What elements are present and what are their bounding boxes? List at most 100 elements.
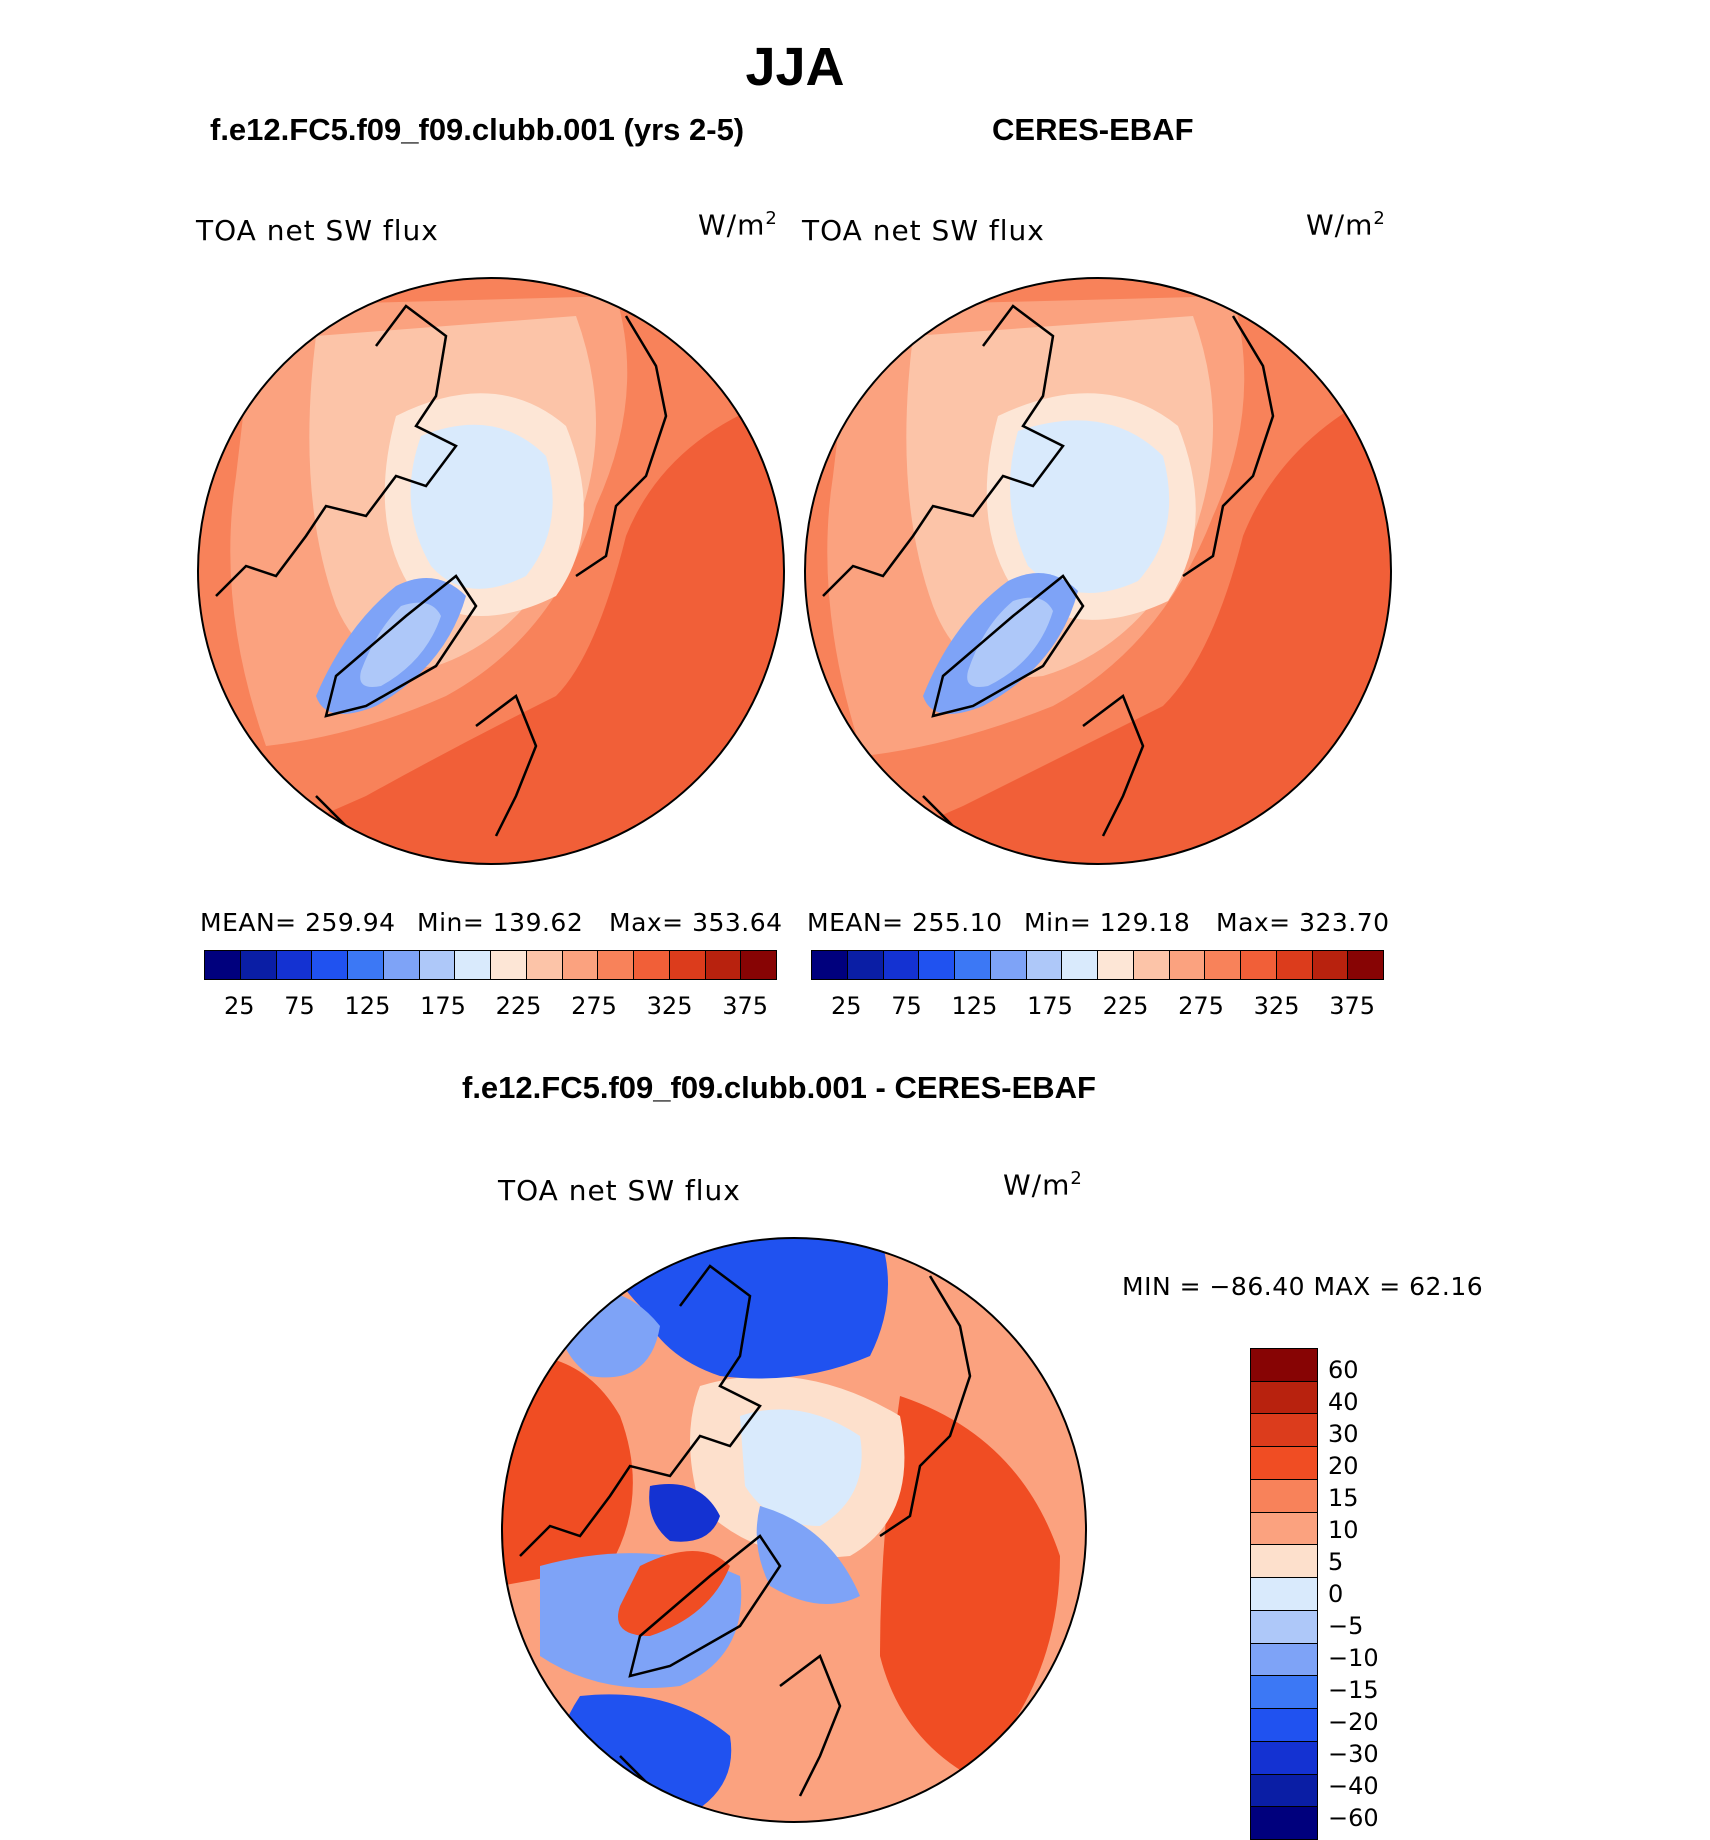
diff-colorbar-tick-label: −40 — [1328, 1772, 1379, 1800]
panel-1-colorbar-swatch — [455, 951, 491, 979]
panel-2-colorbar-tick-label: 175 — [1027, 992, 1073, 1020]
panel-2-variable: TOA net SW flux — [802, 214, 1045, 247]
panel-2-mean: MEAN= 255.10 — [807, 908, 1003, 937]
diff-colorbar-swatch — [1251, 1512, 1317, 1546]
panel-1-colorbar-swatch — [669, 951, 706, 979]
panel-2-colorbar-swatch — [847, 951, 884, 979]
panel-2-colorbar-swatch — [955, 951, 991, 979]
panel-1-colorbar-swatch — [705, 951, 742, 979]
panel-2-colorbar-swatch — [1312, 951, 1349, 979]
diff-colorbar-tick-label: 0 — [1328, 1580, 1344, 1608]
panel-1-colorbar-swatch — [383, 951, 420, 979]
panel-2-colorbar-tick-label: 25 — [831, 992, 862, 1020]
diff-polar-map — [501, 1237, 1087, 1823]
panel-1-colorbar-ticks: 25 75 125 175 225 275 325 375 — [224, 992, 768, 1020]
panel-1-colorbar-swatch — [741, 951, 776, 979]
panel-1-colorbar-swatch — [491, 951, 527, 979]
diff-colorbar-tick-label: −10 — [1328, 1644, 1379, 1672]
diff-units: W/m2 — [1003, 1168, 1083, 1202]
diff-colorbar-tick-label: 30 — [1328, 1420, 1359, 1448]
panel-2-colorbar-swatch — [883, 951, 920, 979]
diff-colorbar-swatch — [1251, 1381, 1317, 1415]
panel-2-colorbar-swatch — [1241, 951, 1277, 979]
panel-2-min: Min= 129.18 — [1024, 908, 1191, 937]
panel-2-colorbar-tick-label: 125 — [951, 992, 998, 1020]
panel-2-colorbar-tick-label: 75 — [891, 992, 922, 1020]
panel-1-polar-map — [197, 277, 785, 865]
panel-2-colorbar-swatch — [812, 951, 848, 979]
diff-colorbar-tick-label: −20 — [1328, 1708, 1379, 1736]
diff-colorbar-swatch — [1251, 1578, 1317, 1611]
panel-1-colorbar-swatch — [240, 951, 277, 979]
diff-colorbar-tick-label: 40 — [1328, 1388, 1359, 1416]
figure-title: JJA — [745, 37, 845, 97]
diff-colorbar-tick-label: −5 — [1328, 1612, 1364, 1640]
panel-2-title: CERES-EBAF — [992, 112, 1194, 147]
panel-2-polar-map — [804, 277, 1392, 865]
panel-1-colorbar-tick-label: 125 — [344, 992, 391, 1020]
panel-2-colorbar-tick-label: 325 — [1253, 992, 1300, 1020]
panel-1-colorbar-swatch — [598, 951, 634, 979]
panel-2-colorbar-swatch — [1062, 951, 1098, 979]
panel-1-colorbar-swatch — [276, 951, 313, 979]
panel-1-variable: TOA net SW flux — [196, 214, 439, 247]
panel-2-colorbar — [811, 950, 1384, 980]
panel-2-colorbar-swatch — [1348, 951, 1383, 979]
diff-colorbar-ticks: 60 40 30 20 15 10 5 0 −5 −10 −15 −20 −30 −40 −60 — [1328, 1356, 1379, 1832]
panel-2-colorbar-tick-label: 225 — [1102, 992, 1149, 1020]
panel-1-colorbar-tick-label: 275 — [571, 992, 617, 1020]
diff-min-max: MIN = −86.40 MAX = 62.16 — [1122, 1272, 1484, 1301]
panel-2-colorbar-tick-label: 275 — [1178, 992, 1224, 1020]
panel-2-colorbar-swatch — [1098, 951, 1134, 979]
panel-1-colorbar-swatch — [562, 951, 599, 979]
diff-colorbar-tick-label: −30 — [1328, 1740, 1379, 1768]
panel-1-units: W/m2 — [698, 208, 778, 242]
panel-2-colorbar-swatch — [1276, 951, 1313, 979]
panel-1-max: Max= 353.64 — [609, 908, 783, 937]
panel-1-colorbar-tick-label: 75 — [284, 992, 315, 1020]
diff-colorbar — [1250, 1348, 1318, 1840]
panel-1-min: Min= 139.62 — [417, 908, 584, 937]
panel-2-colorbar-swatch — [919, 951, 955, 979]
panel-1-colorbar-swatch — [312, 951, 348, 979]
diff-colorbar-swatch — [1251, 1774, 1317, 1808]
panel-2-max: Max= 323.70 — [1216, 908, 1390, 937]
diff-colorbar-swatch — [1251, 1610, 1317, 1644]
diff-colorbar-tick-label: 10 — [1328, 1516, 1359, 1544]
panel-1-colorbar-tick-label: 175 — [420, 992, 466, 1020]
diff-colorbar-tick-label: −15 — [1328, 1676, 1379, 1704]
diff-colorbar-swatch — [1251, 1545, 1317, 1579]
diff-variable: TOA net SW flux — [498, 1174, 741, 1207]
diff-colorbar-swatch — [1251, 1447, 1317, 1480]
diff-title: f.e12.FC5.f09_f09.clubb.001 - CERES-EBAF — [462, 1070, 1096, 1105]
panel-1-colorbar-tick-label: 375 — [722, 992, 768, 1020]
panel-2-units: W/m2 — [1306, 208, 1386, 242]
panel-1-colorbar-swatch — [526, 951, 563, 979]
diff-colorbar-swatch — [1251, 1807, 1317, 1840]
diff-colorbar-tick-label: 15 — [1328, 1484, 1359, 1512]
panel-2-colorbar-ticks: 25 75 125 175 225 275 325 375 — [831, 992, 1375, 1020]
panel-1-colorbar-tick-label: 225 — [495, 992, 542, 1020]
panel-1-colorbar — [204, 950, 777, 980]
diff-colorbar-swatch — [1251, 1643, 1317, 1677]
diff-colorbar-swatch — [1251, 1479, 1317, 1513]
diff-colorbar-tick-label: 5 — [1328, 1548, 1344, 1576]
diff-colorbar-swatch — [1251, 1349, 1317, 1382]
panel-1-colorbar-swatch — [634, 951, 670, 979]
panel-1-colorbar-tick-label: 325 — [646, 992, 693, 1020]
panel-1-colorbar-swatch — [205, 951, 241, 979]
panel-2-colorbar-swatch — [1133, 951, 1170, 979]
panel-1-colorbar-swatch — [348, 951, 384, 979]
diff-colorbar-swatch — [1251, 1709, 1317, 1742]
panel-1-title: f.e12.FC5.f09_f09.clubb.001 (yrs 2-5) — [210, 112, 745, 147]
panel-2-colorbar-tick-label: 375 — [1329, 992, 1375, 1020]
diff-colorbar-swatch — [1251, 1414, 1317, 1448]
diff-colorbar-tick-label: 20 — [1328, 1452, 1359, 1480]
panel-1-mean: MEAN= 259.94 — [200, 908, 396, 937]
panel-1-colorbar-tick-label: 25 — [224, 992, 255, 1020]
diff-colorbar-swatch — [1251, 1676, 1317, 1710]
diff-colorbar-tick-label: −60 — [1328, 1804, 1379, 1832]
panel-2-colorbar-swatch — [1169, 951, 1206, 979]
panel-1-colorbar-swatch — [419, 951, 456, 979]
diff-colorbar-tick-label: 60 — [1328, 1356, 1359, 1384]
